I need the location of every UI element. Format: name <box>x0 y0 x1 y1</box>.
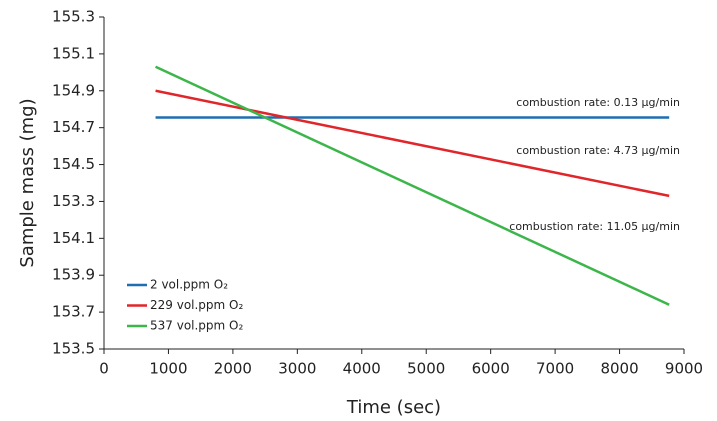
y-tick-label: 155.3 <box>52 8 95 26</box>
legend-label: 229 vol.ppm O₂ <box>150 298 243 312</box>
x-tick-label: 0 <box>99 360 109 378</box>
x-tick-label: 4000 <box>343 360 381 378</box>
annotation: combustion rate: 0.13 µg/min <box>516 96 680 109</box>
series-line <box>155 65 670 306</box>
legend-label: 537 vol.ppm O₂ <box>150 319 243 333</box>
y-tick-label: 153.9 <box>52 266 95 284</box>
y-tick-label: 154.9 <box>52 81 95 99</box>
x-axis-label: Time (sec) <box>346 397 441 418</box>
x-tick-label: 6000 <box>472 360 510 378</box>
y-tick-label: 153.3 <box>52 192 95 210</box>
x-tick-label: 2000 <box>214 360 252 378</box>
y-tick-label: 154.7 <box>52 118 95 136</box>
x-tick-label: 8000 <box>600 360 638 378</box>
y-tick-label: 155.1 <box>52 44 95 62</box>
annotation: combustion rate: 4.73 µg/min <box>516 144 680 157</box>
x-tick-label: 3000 <box>278 360 316 378</box>
x-tick-label: 5000 <box>407 360 445 378</box>
y-axis-label: Sample mass (mg) <box>17 98 38 267</box>
annotation: combustion rate: 11.05 µg/min <box>509 220 680 233</box>
y-tick-label: 154.5 <box>52 155 95 173</box>
series-line <box>155 89 670 198</box>
x-tick-label: 9000 <box>665 360 703 378</box>
y-tick-label: 153.7 <box>52 303 95 321</box>
x-tick-label: 7000 <box>536 360 574 378</box>
y-tick-label: 154.1 <box>52 229 95 247</box>
y-tick-label: 153.5 <box>52 340 95 358</box>
x-tick-label: 1000 <box>149 360 187 378</box>
legend-label: 2 vol.ppm O₂ <box>150 278 228 292</box>
